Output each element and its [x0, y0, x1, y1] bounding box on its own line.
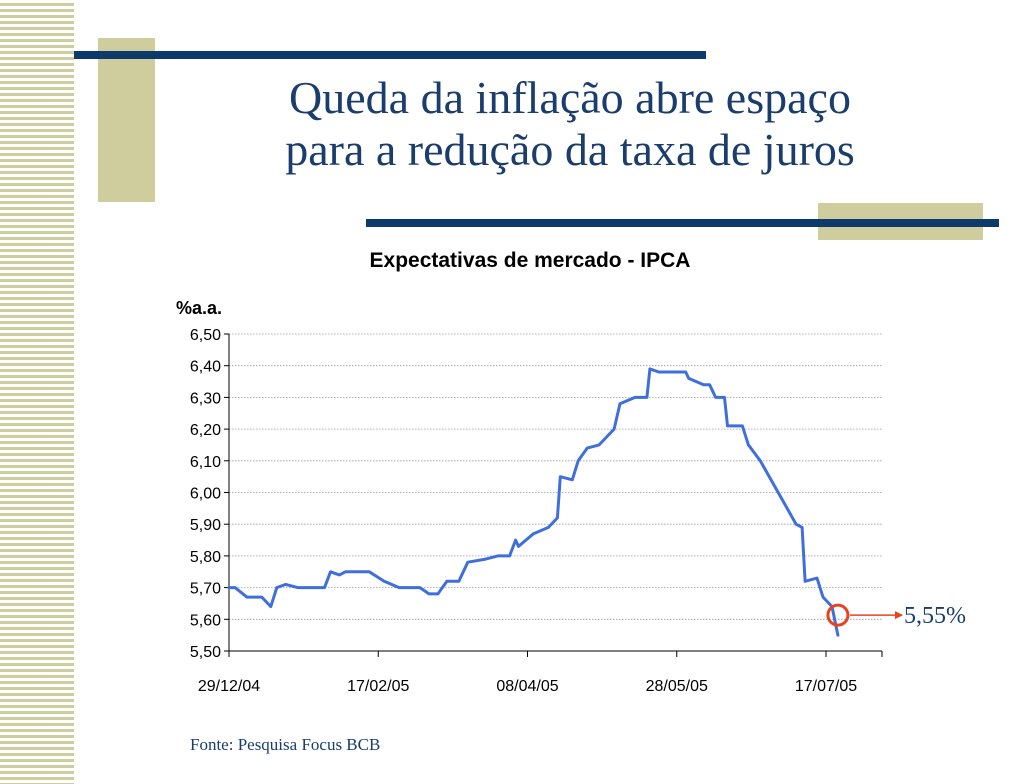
data-point [329, 570, 332, 573]
data-point [344, 570, 347, 573]
data-point [741, 424, 744, 428]
series-line [227, 367, 840, 637]
slide-title-line-2: para a redução da taxa de juros [285, 124, 855, 175]
data-point [597, 443, 601, 447]
data-point [708, 383, 711, 386]
data-point [633, 396, 637, 399]
slide-title: Queda da inflação abre espaço para a red… [190, 72, 950, 176]
annotation-layer: 5,55% [826, 603, 966, 629]
data-point [714, 396, 717, 399]
grid-lines [229, 333, 882, 620]
y-tick-label: 6,30 [190, 390, 221, 407]
chart-axes: 6,50 6,40 6,30 6,20 6,10 6,00 5,90 5,80 5,70 5,60… [190, 327, 883, 695]
data-point [684, 370, 687, 374]
x-tick-label: 17/02/05 [347, 678, 409, 695]
top-accent-bar [74, 51, 706, 59]
data-point [466, 561, 469, 564]
data-point [571, 478, 574, 482]
data-point [245, 595, 249, 599]
bottom-accent-bar [366, 219, 999, 227]
data-point [233, 586, 237, 589]
data-point [723, 396, 726, 399]
y-tick-label: 6,20 [190, 422, 221, 439]
data-point [338, 573, 341, 577]
data-point [657, 370, 661, 374]
slide-title-line-1: Queda da inflação abre espaço [289, 72, 851, 123]
data-point [759, 459, 762, 462]
data-point [296, 586, 299, 589]
data-point [383, 580, 386, 583]
data-point [547, 526, 550, 529]
data-point [445, 580, 449, 583]
y-tick-label: 5,70 [190, 581, 221, 598]
left-stripe-decoration [0, 0, 74, 784]
y-tick-label: 5,80 [190, 549, 221, 566]
data-point [836, 633, 840, 637]
series-layer [227, 367, 840, 637]
data-point [436, 592, 440, 596]
data-point [777, 491, 780, 494]
data-point [427, 592, 431, 596]
chart-title: Expectativas de mercado - IPCA [370, 249, 691, 272]
x-tick-label: 17/07/05 [795, 678, 857, 695]
data-point [815, 576, 819, 580]
y-tick-label: 5,60 [190, 612, 221, 629]
y-tick-label: 6,50 [190, 327, 221, 344]
data-point [702, 383, 705, 386]
data-point [648, 367, 652, 371]
data-point [803, 580, 807, 583]
x-tick-label: 28/05/05 [646, 678, 708, 695]
data-point [645, 396, 649, 399]
data-point [368, 570, 371, 573]
source-note: Fonte: Pesquisa Focus BCB [190, 735, 381, 754]
data-point [612, 427, 616, 431]
data-point [747, 443, 750, 447]
x-tick-label: 08/04/05 [496, 678, 558, 695]
data-point [577, 459, 580, 462]
highlight-circle [826, 603, 850, 627]
data-point [269, 605, 272, 608]
data-point [800, 526, 804, 529]
data-point [275, 586, 278, 589]
data-point [496, 554, 499, 558]
data-point [559, 475, 562, 478]
data-point [532, 532, 535, 535]
y-tick-label: 5,50 [190, 644, 221, 661]
data-point [586, 446, 589, 450]
data-point [618, 402, 622, 405]
data-point [687, 377, 690, 380]
data-point [284, 583, 287, 586]
data-point [821, 595, 825, 599]
data-point [514, 538, 517, 542]
x-tick-label: 29/12/04 [198, 678, 260, 695]
y-tick-label: 5,90 [190, 517, 221, 534]
y-tick-label: 6,00 [190, 486, 221, 503]
data-point [556, 516, 559, 520]
data-point [418, 586, 422, 589]
data-point [508, 554, 511, 558]
y-axis-unit-label: %a.a. [176, 298, 222, 318]
data-point [457, 580, 461, 583]
data-point [484, 557, 487, 561]
data-point [260, 595, 264, 599]
data-point [323, 586, 326, 589]
data-point [517, 545, 520, 548]
annotation-label: 5,55% [904, 603, 966, 629]
data-point [397, 586, 401, 589]
y-tick-label: 6,10 [190, 454, 221, 471]
data-point [227, 586, 231, 589]
data-point [726, 424, 729, 428]
top-left-accent-square [98, 38, 155, 202]
data-point [794, 523, 798, 526]
y-tick-label: 6,40 [190, 359, 221, 376]
